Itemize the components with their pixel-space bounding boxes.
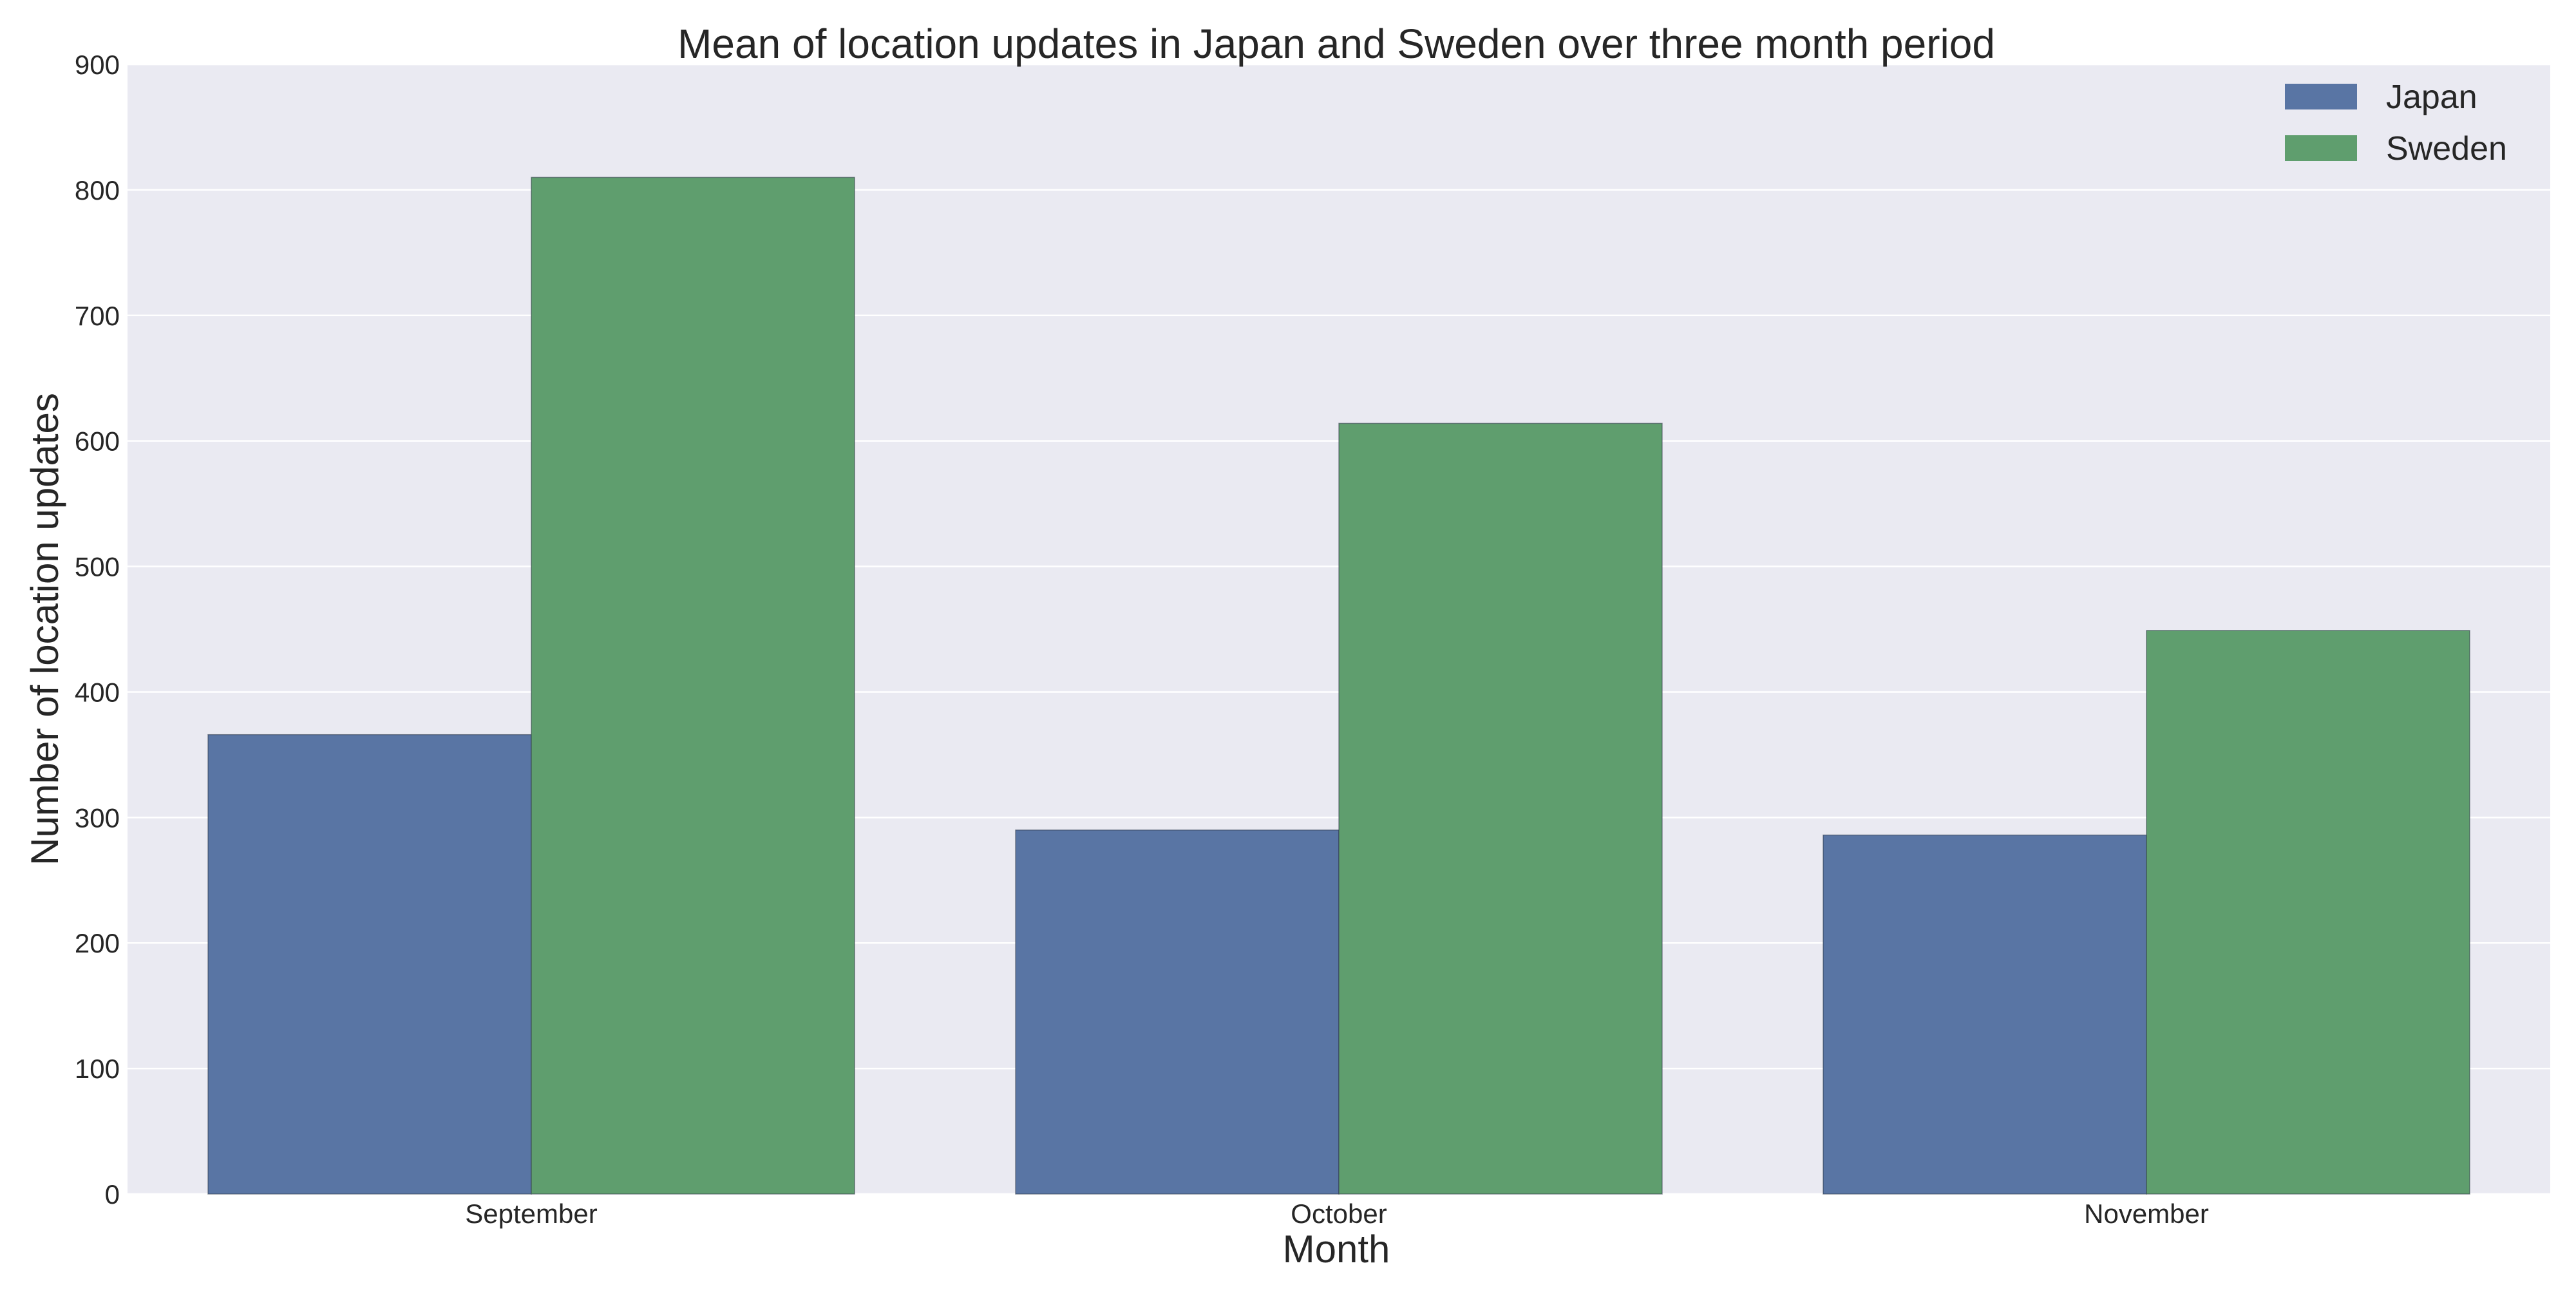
y-tick-labels: 0 100 200 300 400 500 600 700 800 900: [75, 50, 120, 1209]
legend-swatch-sweden: [2285, 135, 2357, 161]
y-tick-label: 800: [75, 175, 120, 205]
y-tick-label: 700: [75, 301, 120, 331]
bar-sweden-october: [1338, 422, 1663, 1195]
bar-sweden-november: [2146, 630, 2470, 1195]
y-tick-label: 300: [75, 802, 120, 833]
legend-label-japan: Japan: [2386, 79, 2477, 116]
bar-japan-november: [1823, 834, 2147, 1195]
bar-sweden-september: [531, 176, 855, 1195]
y-tick-label: 600: [75, 426, 120, 457]
x-tick-label: October: [1291, 1199, 1387, 1229]
x-axis-label: Month: [1283, 1228, 1390, 1271]
y-tick-label: 900: [75, 50, 120, 80]
y-axis-label: Number of location updates: [23, 393, 66, 866]
x-tick-label: September: [465, 1199, 597, 1229]
chart-title: Mean of location updates in Japan and Sw…: [677, 21, 1995, 67]
legend-label-sweden: Sweden: [2386, 130, 2507, 167]
x-tick-labels: September October November: [465, 1199, 2209, 1229]
y-tick-label: 500: [75, 552, 120, 582]
legend-swatch-japan: [2285, 84, 2357, 109]
y-tick-label: 0: [105, 1179, 120, 1209]
y-tick-label: 200: [75, 928, 120, 958]
y-tick-label: 400: [75, 677, 120, 707]
legend: Japan Sweden: [2285, 79, 2507, 167]
y-tick-label: 100: [75, 1054, 120, 1084]
bar-japan-september: [207, 734, 532, 1195]
bar-japan-october: [1015, 830, 1340, 1195]
x-tick-label: November: [2084, 1199, 2209, 1229]
bars: [207, 176, 2470, 1195]
